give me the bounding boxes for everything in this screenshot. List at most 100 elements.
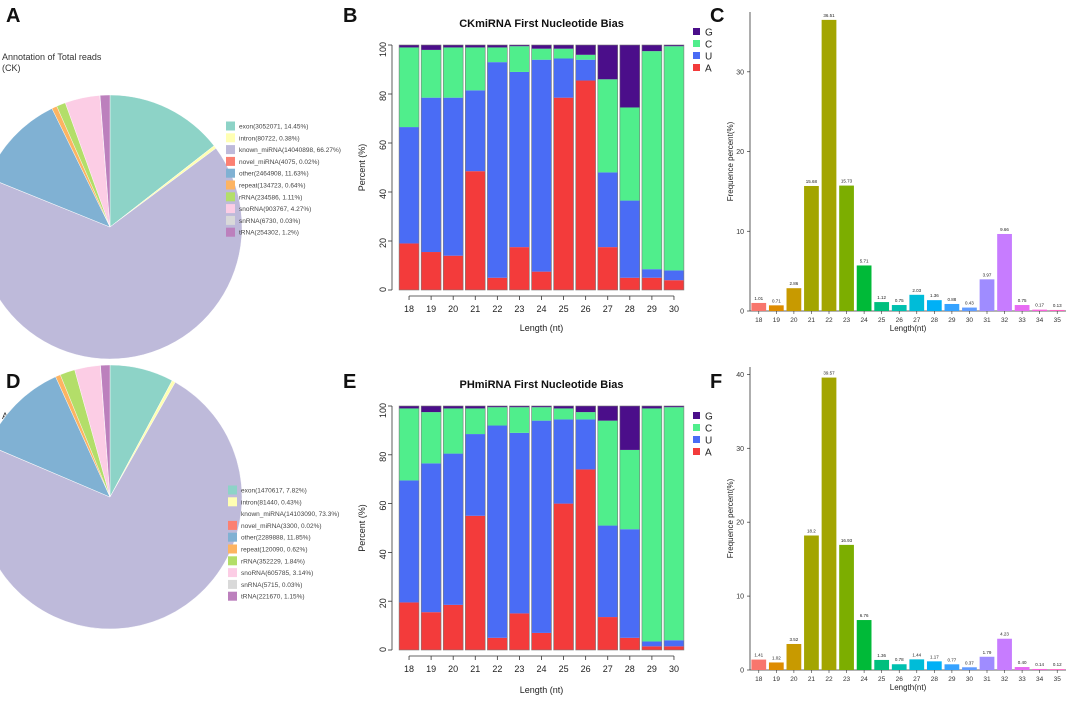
bar-outline [575,44,596,291]
data-label: 1.44 [912,652,921,657]
bar-segment-a [641,277,662,290]
bar-segment-u [443,97,464,256]
x-tick-label: 24 [536,664,546,674]
legend-swatch [693,424,700,431]
stacked-bar-chart-b: CKmiRNA First Nucleotide Bias 0 20 40 60 80 10… [357,18,713,333]
x-tick-label: 23 [843,317,851,324]
legend-swatch [693,52,700,59]
bar-segment-c [664,46,684,271]
legend-label: other(2464908, 11.63%) [239,171,309,178]
x-tick-label: 21 [470,304,480,314]
bar-segment-a [575,469,596,650]
bar-segment-c [641,408,662,642]
x-tick-label: 29 [647,304,657,314]
bar-segment-c [399,408,419,481]
bar-segment-c [443,408,464,454]
bar-segment-u [487,62,508,278]
bar-segment-u [465,90,486,172]
y-tick-label: 0 [378,287,388,292]
bar [821,377,837,670]
chart-title: PHmiRNA First Nucleotide Bias [459,379,623,391]
legend-swatch [226,156,235,166]
legend-label: U [705,52,712,63]
bar [891,305,907,311]
legend-label: A [705,64,712,75]
bar-outline [531,405,552,651]
x-tick-label: 34 [1036,676,1044,683]
x-tick-label: 34 [1036,317,1044,324]
legend-swatch [693,436,700,443]
data-label: 39.57 [823,371,835,376]
pie-subtitle: (CK) [2,63,21,73]
bar-segment-u [421,97,442,253]
y-axis-label: Percent (%) [357,504,367,552]
pie-slice [99,94,111,228]
frequency-bar-chart-c: 0 10 20 30 Frequence percent(%) 1.01 18 0.71 19 2… [726,12,1066,333]
bar [751,659,767,670]
x-tick-label: 23 [514,304,524,314]
x-axis-label: Length(nt) [890,324,927,333]
bar-segment-a [487,277,508,290]
data-label: 16.93 [841,538,853,543]
bar-segment-g [399,406,419,409]
bar-segment-c [597,420,618,526]
bar [804,535,819,670]
legend-swatch [228,579,237,589]
legend-label: repeat(120090, 0.62%) [241,547,308,554]
x-tick-label: 20 [448,664,458,674]
x-tick-label: 25 [559,304,569,314]
bar-segment-c [421,49,442,98]
bar [1049,669,1065,670]
bar-segment-a [664,280,684,290]
bar-segment-c [487,407,508,426]
data-label: 0.78 [895,657,904,662]
bar-segment-g [531,406,552,408]
bar-segment-u [531,420,552,633]
bar-segment-a [597,617,618,650]
bar [804,185,819,311]
x-tick-label: 29 [647,664,657,674]
stacked-bar-chart-e: PHmiRNA First Nucleotide Bias 0 20 40 60 80 10… [357,379,713,695]
bar-segment-c [531,48,552,60]
bar-segment-g [421,406,442,413]
bar-segment-u [399,127,419,244]
legend-label: novel_miRNA(3300, 0.02%) [241,523,322,530]
y-tick-label: 80 [378,91,388,101]
x-tick-label: 21 [470,664,480,674]
x-tick-label: 19 [426,664,436,674]
bar-outline [597,405,618,651]
bar-segment-u [641,269,662,278]
legend-label: G [705,28,713,39]
legend-label: exon(1470617, 7.82%) [241,488,307,495]
bar-segment-a [664,646,684,650]
legend-label: rRNA(234586, 1.11%) [239,194,302,201]
y-tick-label: 20 [736,149,744,156]
bar-segment-c [443,47,464,98]
bar [768,305,784,311]
bar-segment-a [465,515,486,650]
legend-swatch [228,485,237,495]
data-label: 0.71 [772,298,781,303]
x-tick-label: 18 [755,676,763,683]
legend-label: C [705,424,712,435]
data-label: 9.66 [1000,227,1009,232]
bar-segment-g [641,406,662,409]
x-tick-label: 22 [492,664,502,674]
legend-label: snoRNA(605785, 3.14%) [241,570,313,577]
data-label: 1.36 [930,293,939,298]
legend-swatch [228,509,237,519]
legend-swatch [226,133,235,143]
bar-outline [442,405,464,651]
bar-segment-c [509,46,530,72]
legend-label: U [705,436,712,447]
bar-segment-g [487,406,508,408]
bar-outline [553,44,574,291]
panel-letter-b: B [343,5,357,27]
bar-segment-c [509,407,530,433]
bar [1032,668,1048,670]
bar-outline [597,44,618,291]
legend-swatch [228,568,237,578]
bar-segment-u [553,58,574,98]
bar-segment-u [509,432,530,614]
x-tick-label: 20 [448,304,458,314]
